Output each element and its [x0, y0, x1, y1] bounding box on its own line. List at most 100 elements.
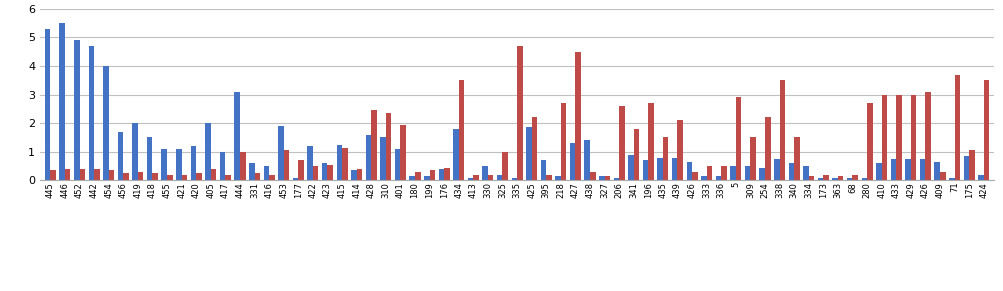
Bar — [443, 168, 449, 180]
Bar — [132, 123, 137, 180]
Bar — [861, 178, 867, 180]
Bar — [65, 169, 70, 180]
Bar — [307, 146, 313, 180]
Bar — [249, 163, 255, 180]
Bar — [671, 157, 677, 180]
Bar — [677, 120, 682, 180]
Bar — [394, 149, 400, 180]
Bar — [744, 166, 749, 180]
Bar — [166, 175, 173, 180]
Bar — [380, 138, 385, 180]
Bar — [255, 173, 260, 180]
Bar — [278, 126, 284, 180]
Bar — [234, 92, 240, 180]
Bar — [225, 175, 231, 180]
Bar — [847, 178, 852, 180]
Bar — [983, 80, 988, 180]
Bar — [604, 176, 610, 180]
Bar — [555, 176, 561, 180]
Bar — [561, 103, 566, 180]
Bar — [729, 166, 735, 180]
Bar — [137, 172, 143, 180]
Bar — [269, 175, 275, 180]
Bar — [793, 138, 799, 180]
Bar — [327, 165, 333, 180]
Bar — [336, 145, 342, 180]
Bar — [867, 103, 872, 180]
Bar — [526, 127, 532, 180]
Bar — [852, 175, 858, 180]
Bar — [79, 169, 85, 180]
Bar — [108, 171, 114, 180]
Bar — [264, 166, 269, 180]
Bar — [905, 159, 910, 180]
Bar — [954, 74, 959, 180]
Bar — [196, 173, 202, 180]
Bar — [452, 129, 458, 180]
Bar — [619, 106, 624, 180]
Bar — [532, 118, 537, 180]
Bar — [74, 40, 79, 180]
Bar — [117, 132, 123, 180]
Bar — [570, 143, 575, 180]
Bar — [599, 176, 604, 180]
Bar — [191, 146, 196, 180]
Bar — [94, 169, 99, 180]
Bar — [749, 138, 755, 180]
Bar — [876, 163, 881, 180]
Bar — [758, 168, 764, 180]
Bar — [778, 80, 784, 180]
Bar — [910, 95, 916, 180]
Bar — [176, 149, 182, 180]
Bar — [481, 166, 487, 180]
Bar — [633, 129, 639, 180]
Bar — [715, 176, 720, 180]
Bar — [182, 175, 187, 180]
Bar — [103, 66, 108, 180]
Bar — [438, 169, 443, 180]
Bar — [161, 149, 166, 180]
Bar — [613, 178, 619, 180]
Bar — [284, 150, 289, 180]
Bar — [546, 175, 552, 180]
Bar — [458, 80, 463, 180]
Bar — [211, 169, 216, 180]
Bar — [423, 176, 429, 180]
Bar — [939, 172, 945, 180]
Bar — [293, 178, 298, 180]
Bar — [720, 166, 726, 180]
Bar — [313, 166, 318, 180]
Bar — [414, 172, 420, 180]
Bar — [802, 166, 808, 180]
Bar — [584, 140, 590, 180]
Bar — [706, 166, 711, 180]
Bar — [925, 92, 930, 180]
Bar — [657, 157, 662, 180]
Bar — [220, 152, 225, 180]
Bar — [686, 162, 691, 180]
Bar — [691, 172, 697, 180]
Bar — [487, 175, 492, 180]
Bar — [298, 160, 304, 180]
Bar — [400, 125, 405, 180]
Bar — [831, 178, 838, 180]
Bar — [735, 97, 740, 180]
Bar — [45, 29, 50, 180]
Bar — [648, 103, 653, 180]
Bar — [773, 159, 778, 180]
Bar — [963, 156, 968, 180]
Bar — [642, 160, 648, 180]
Bar — [838, 176, 843, 180]
Bar — [968, 150, 974, 180]
Bar — [342, 148, 347, 180]
Bar — [575, 52, 581, 180]
Bar — [511, 178, 517, 180]
Bar — [371, 110, 376, 180]
Bar — [356, 169, 362, 180]
Bar — [429, 171, 434, 180]
Bar — [934, 162, 939, 180]
Bar — [205, 123, 211, 180]
Bar — [385, 113, 391, 180]
Bar — [472, 175, 478, 180]
Bar — [496, 175, 502, 180]
